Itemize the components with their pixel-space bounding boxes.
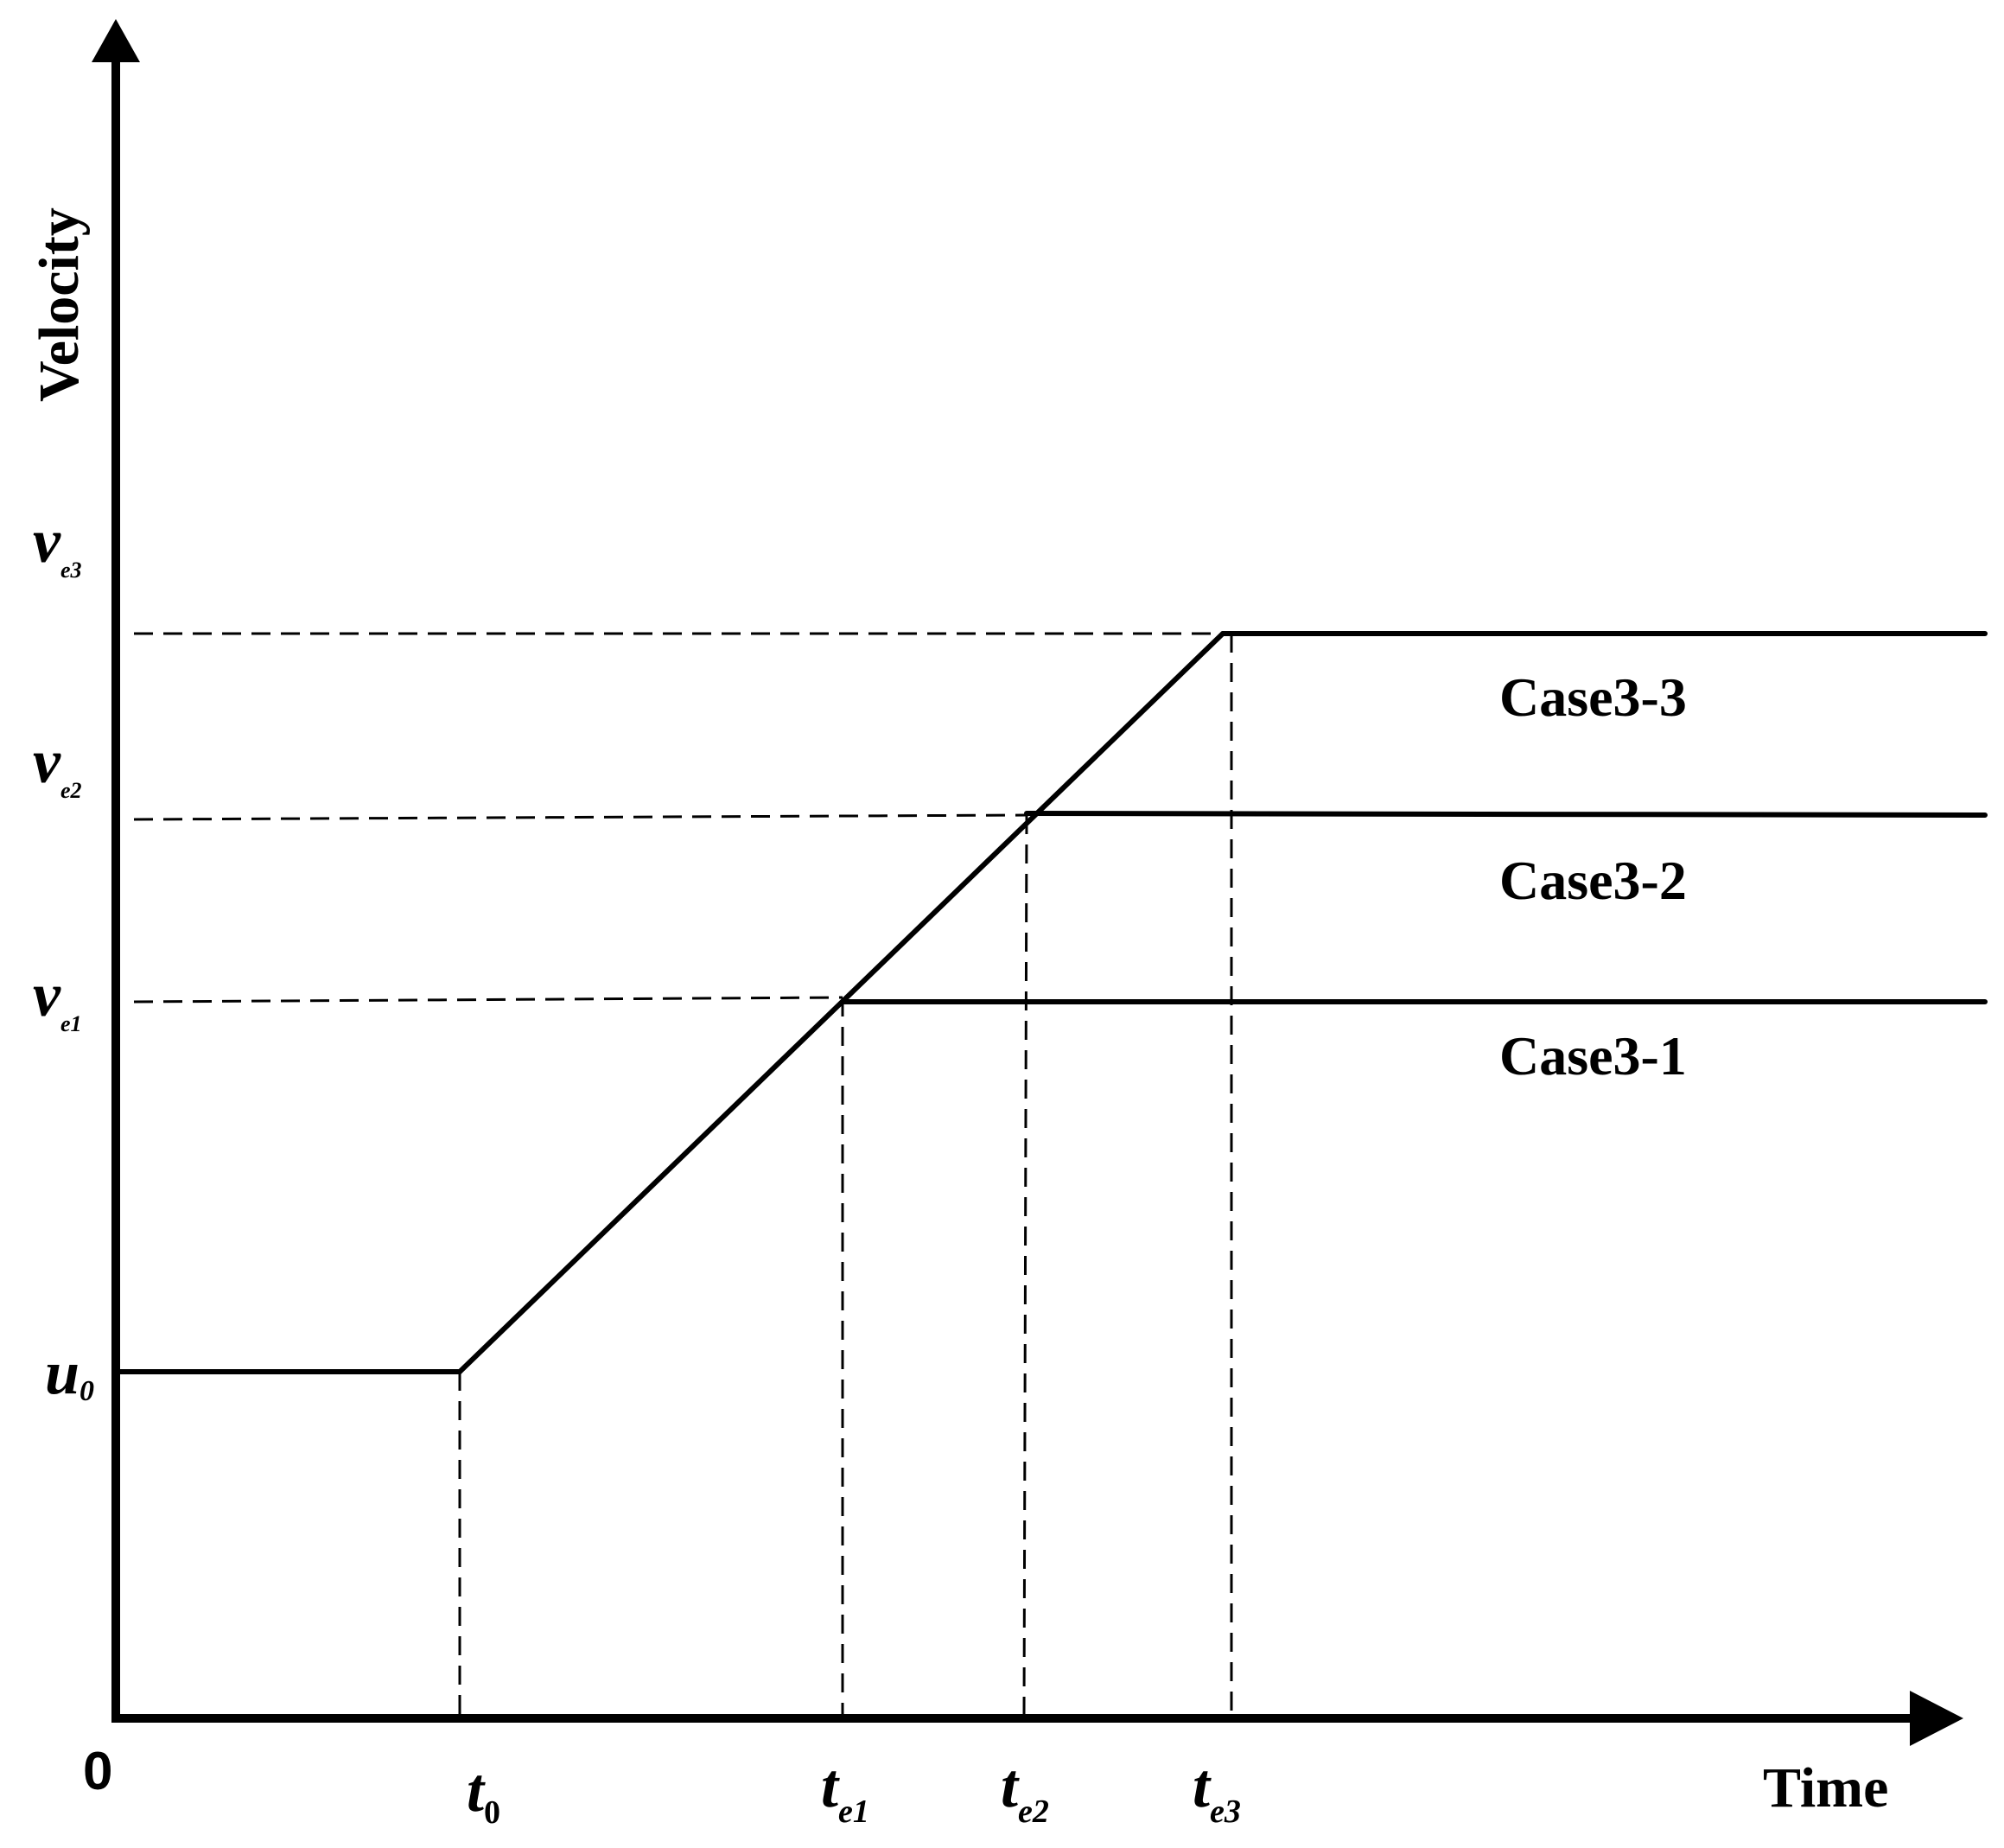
ve2-label: ve2 bbox=[33, 727, 82, 803]
ve1-label: ve1 bbox=[33, 960, 82, 1036]
te3-label: te3 bbox=[1193, 1751, 1241, 1830]
origin-label: 0 bbox=[83, 1742, 112, 1801]
te1-label: te1 bbox=[821, 1751, 869, 1830]
ve3-label: ve3 bbox=[33, 507, 82, 583]
y-axis-arrow-icon bbox=[92, 19, 140, 62]
x-axis-arrow-icon bbox=[1910, 1691, 1963, 1746]
te2-label: te2 bbox=[1001, 1751, 1049, 1830]
u0-label: u0 bbox=[45, 1338, 94, 1407]
case3-2-line bbox=[1024, 811, 1988, 818]
ve2-dashed-line bbox=[133, 813, 1027, 821]
case3-3-label: Case3-3 bbox=[1499, 666, 1687, 728]
case3-1-label: Case3-1 bbox=[1499, 1025, 1687, 1086]
x-axis-label: Time bbox=[1763, 1756, 1888, 1819]
te2-dashed-line bbox=[1022, 814, 1028, 1717]
case3-2-label: Case3-2 bbox=[1499, 850, 1687, 911]
y-axis-label: Velocity bbox=[28, 207, 91, 402]
t0-label: t0 bbox=[467, 1756, 500, 1831]
ve1-dashed-line bbox=[133, 996, 843, 1004]
